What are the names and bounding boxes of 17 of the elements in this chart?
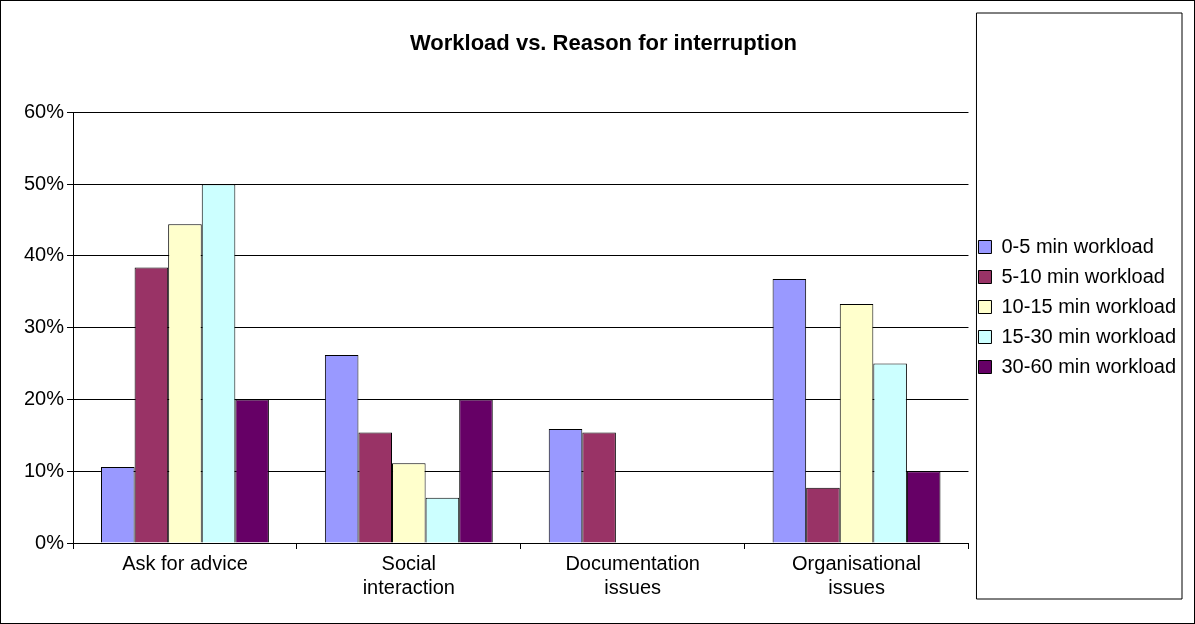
chart-title: Workload vs. Reason for interruption: [409, 30, 798, 56]
x-tick-label: Documentation issues: [565, 551, 700, 598]
legend-label: 0-5 min workload: [1001, 234, 1154, 257]
x-tick-label: Social interaction: [362, 551, 455, 598]
legend-label: 5-10 min workload: [1001, 264, 1165, 287]
legend-label: 10-15 min workload: [1001, 294, 1176, 317]
legend-label: 15-30 min workload: [1001, 324, 1176, 347]
x-tick-label: Ask for advice: [122, 551, 248, 574]
y-tick-label: 30%: [24, 315, 65, 338]
y-tick-label: 20%: [24, 386, 65, 409]
x-tick-label: Organisational issues: [792, 551, 922, 598]
y-tick-label: 40%: [24, 243, 65, 266]
y-tick-label: 60%: [24, 99, 65, 122]
y-tick-label: 10%: [24, 458, 65, 481]
y-tick-label: 0%: [35, 530, 65, 553]
legend-label: 30-60 min workload: [1001, 354, 1176, 377]
y-tick-label: 50%: [24, 171, 65, 194]
